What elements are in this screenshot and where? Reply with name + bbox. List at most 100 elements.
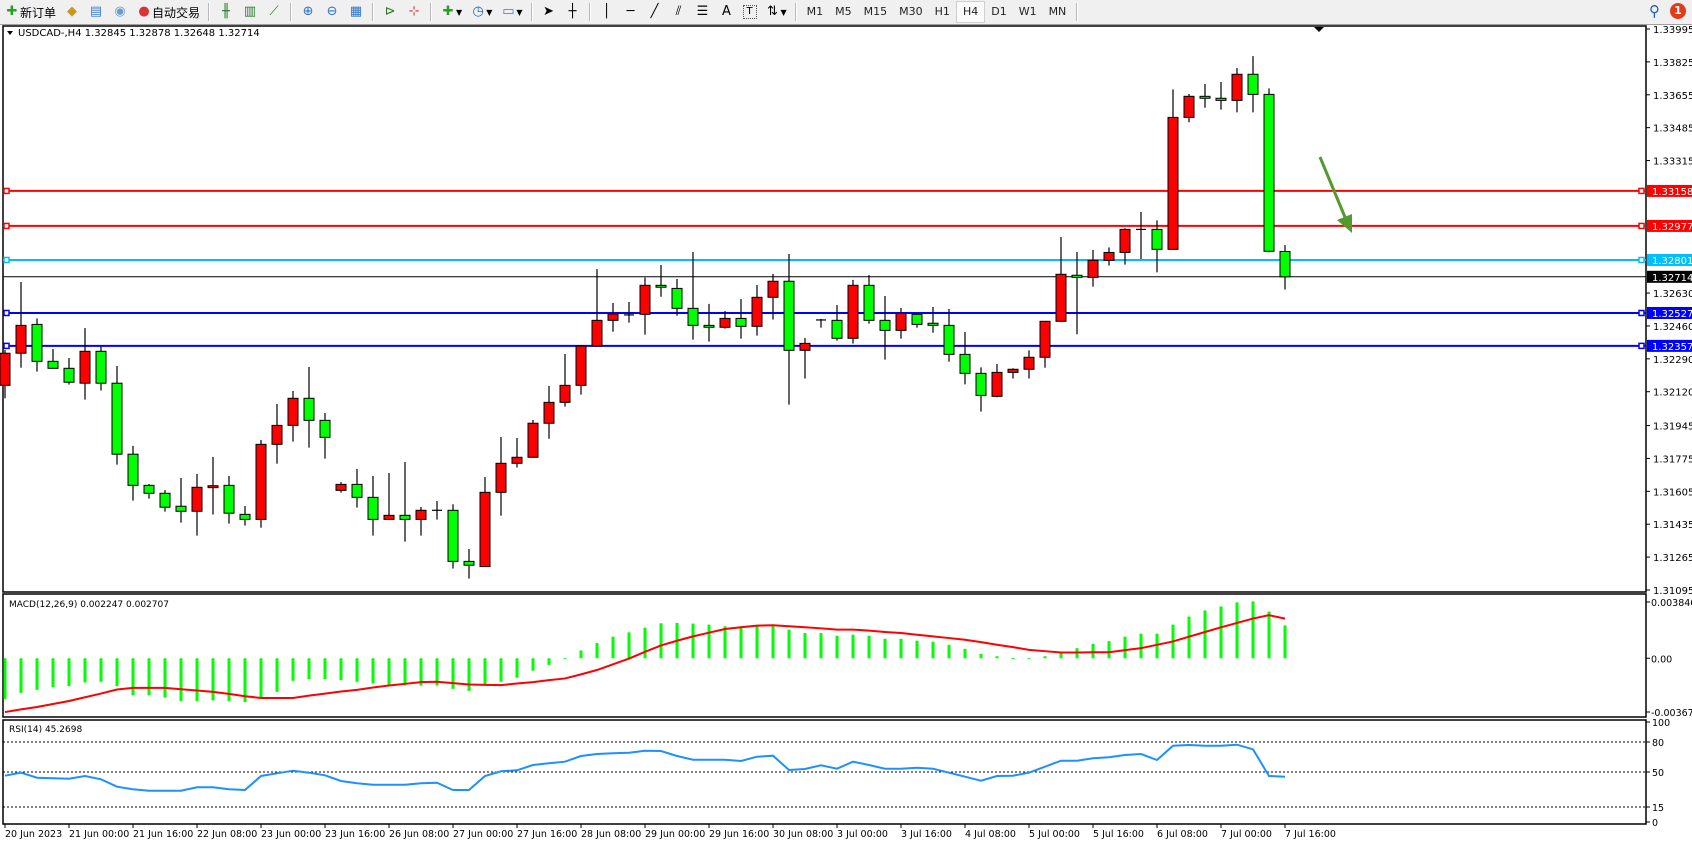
timeframe-h4[interactable]: H4 (955, 1, 986, 23)
tile-windows-button[interactable]: ▦ (345, 1, 367, 23)
candle (287, 390, 299, 442)
equidistant-channel-button[interactable]: ⫽ (668, 1, 690, 23)
line-handle[interactable] (3, 187, 10, 195)
macd-histogram-bar (611, 636, 615, 659)
line-handle[interactable] (1638, 256, 1645, 264)
timeframe-d1[interactable]: D1 (991, 5, 1007, 18)
signals-button[interactable]: ◉ (109, 1, 131, 23)
auto-trading-button[interactable]: ● 自动交易 (133, 1, 203, 23)
vertical-line-button[interactable]: │ (596, 1, 618, 23)
macd-histogram-bar (707, 624, 711, 659)
macd-histogram-bar (1267, 611, 1271, 659)
toolbar-divider (530, 3, 533, 21)
line-chart-button[interactable]: ⟋ (263, 1, 285, 23)
auto-trading-label: 自动交易 (152, 5, 201, 20)
clock-icon: ◷ (472, 4, 484, 19)
macd-histogram-bar (67, 658, 71, 687)
price-tag (1647, 253, 1692, 266)
notification-badge[interactable]: 1 (1670, 3, 1686, 19)
horizontal-line-icon: ─ (626, 4, 635, 19)
market-watch-button[interactable]: ◆ (61, 1, 83, 23)
candle (703, 303, 715, 342)
new-order-label: 新订单 (20, 5, 57, 20)
chart-shift-button[interactable]: ⊳ (379, 1, 401, 23)
candle (735, 299, 747, 339)
indicators-button[interactable]: ✚ ▼ (437, 1, 465, 23)
macd-histogram-bar (35, 658, 39, 690)
candle-body (1055, 273, 1067, 322)
line-handle[interactable] (3, 222, 10, 230)
macd-histogram-bar (227, 658, 231, 701)
fibonacci-button[interactable]: ☰ (692, 1, 714, 23)
candle-body (79, 350, 91, 384)
candle (1167, 89, 1179, 250)
timeframe-mn[interactable]: MN (1048, 5, 1067, 18)
search-icon[interactable]: ⚲ (1649, 2, 1660, 20)
current-price-tag (1647, 270, 1692, 283)
crosshair-button[interactable]: ┼ (562, 1, 584, 23)
line-handle[interactable] (3, 342, 10, 350)
navigator-button[interactable]: ▤ (85, 1, 107, 23)
horizontal-line-button[interactable]: ─ (620, 1, 642, 23)
timeframe-w1[interactable]: W1 (1018, 5, 1037, 18)
candle (527, 419, 539, 458)
candle-body (1071, 274, 1083, 278)
bar-chart-button[interactable]: ╫ (215, 1, 237, 23)
candle-body (863, 284, 875, 321)
line-handle[interactable] (1638, 309, 1645, 317)
line-handle[interactable] (1638, 187, 1645, 195)
candlestick-button[interactable]: ▥ (239, 1, 261, 23)
candle-body (959, 353, 971, 374)
macd-histogram-bar (867, 635, 871, 659)
candle (879, 295, 891, 360)
timeframe-m1[interactable]: M1 (806, 5, 824, 18)
candle-body (127, 453, 139, 486)
candle (463, 548, 475, 579)
macd-histogram-bar (83, 658, 87, 683)
candle (591, 269, 603, 347)
cursor-button[interactable]: ➤ (538, 1, 560, 23)
macd-histogram-bar (499, 658, 503, 682)
candle-body (479, 491, 491, 568)
candle-body (991, 371, 1003, 397)
zoom-in-button[interactable]: ⊕ (297, 1, 319, 23)
rsi-axis-label: 80 (1652, 738, 1664, 749)
macd-histogram-bar (851, 634, 855, 659)
macd-histogram-bar (275, 658, 279, 692)
macd-histogram-bar (883, 638, 887, 659)
templates-button[interactable]: ▭ ▼ (497, 1, 525, 23)
bar-chart-icon: ╫ (222, 4, 230, 19)
macd-histogram-bar (1219, 606, 1223, 659)
line-handle[interactable] (1638, 342, 1645, 350)
timeframe-m5[interactable]: M5 (835, 5, 852, 18)
trendline-button[interactable]: ╱ (644, 1, 666, 23)
candle-body (319, 419, 331, 438)
gold-bars-icon: ◆ (67, 4, 78, 19)
arrows-button[interactable]: ⇅ ▼ (762, 1, 790, 23)
timeframe-h1[interactable]: H1 (934, 5, 950, 18)
candle (1039, 320, 1051, 368)
macd-histogram-bar (1011, 657, 1015, 659)
zoom-out-button[interactable]: ⊖ (321, 1, 343, 23)
candle (624, 301, 634, 323)
line-handle[interactable] (3, 256, 10, 264)
text-button[interactable]: A (716, 1, 738, 23)
time-axis-label: 27 Jun 16:00 (517, 829, 577, 840)
periods-button[interactable]: ◷ ▼ (467, 1, 495, 23)
rsi-line (4, 743, 1286, 792)
price-axis-label: 1.32630 (1653, 289, 1692, 300)
line-handle[interactable] (1638, 222, 1645, 230)
time-axis-label: 21 Jun 16:00 (133, 829, 193, 840)
candle-body (239, 513, 251, 520)
macd-histogram-bar (995, 656, 999, 659)
line-handle[interactable] (3, 309, 10, 317)
autoscroll-button[interactable]: ⊹ (403, 1, 425, 23)
new-order-button[interactable]: ✚ 新订单 (1, 1, 59, 23)
text-label-button[interactable]: T (740, 1, 760, 23)
candle-body (799, 342, 811, 351)
candle-body (607, 313, 619, 321)
timeframe-m15[interactable]: M15 (863, 5, 888, 18)
channel-icon: ⫽ (675, 4, 682, 19)
timeframe-m30[interactable]: M30 (899, 5, 923, 18)
